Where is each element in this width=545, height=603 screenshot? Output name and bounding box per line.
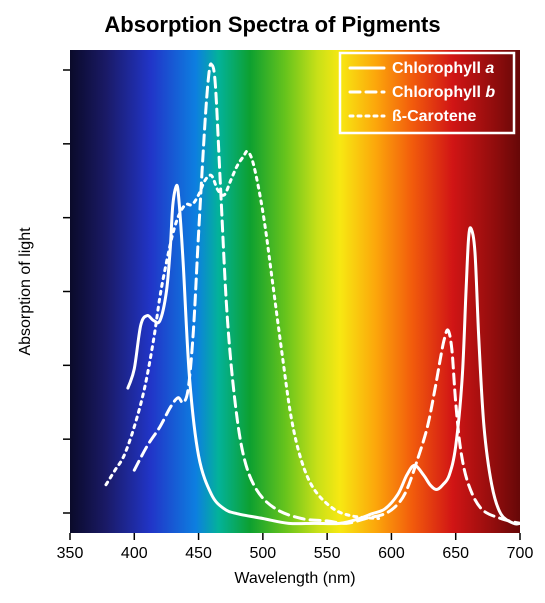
x-tick-label: 550 (314, 545, 341, 562)
chart-container: Absorption Spectra of Pigments 350400450… (0, 0, 545, 603)
legend-label: Chlorophyll a (392, 60, 494, 77)
x-tick-label: 350 (57, 545, 84, 562)
chart-svg: 350 400 450 500 550 600 650 700 Wavelength (nm) A… (0, 0, 545, 603)
x-axis-label: Wavelength (nm) (234, 570, 355, 587)
x-tick-label: 500 (250, 545, 277, 562)
x-tick-label: 700 (507, 545, 534, 562)
legend-label: ß-Carotene (392, 108, 477, 125)
x-tick-label: 450 (185, 545, 212, 562)
x-tick-label: 600 (378, 545, 405, 562)
x-tick-label: 650 (442, 545, 469, 562)
legend-label: Chlorophyll b (392, 84, 495, 101)
x-tick-label: 400 (121, 545, 148, 562)
y-axis-label: Absorption of light (17, 227, 34, 356)
